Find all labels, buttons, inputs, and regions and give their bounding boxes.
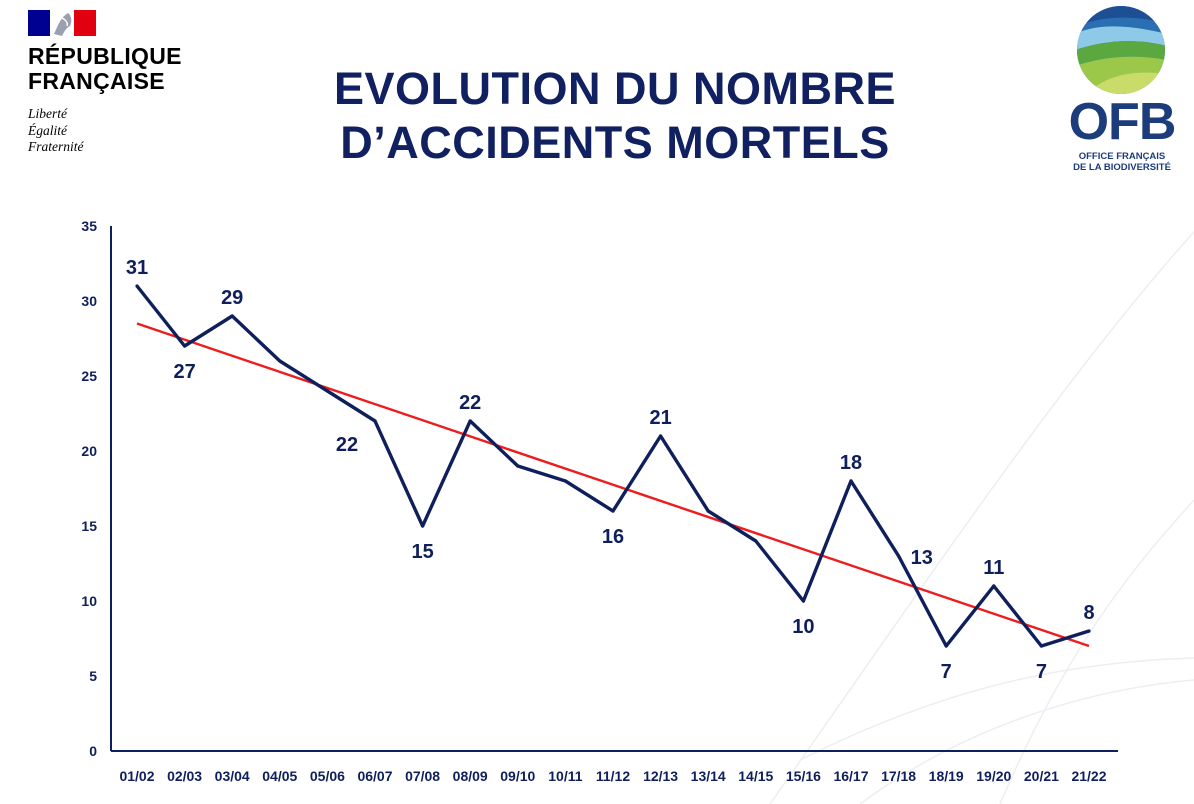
y-tick-label: 15 [81,518,97,534]
x-tick-label: 04/05 [262,768,297,784]
data-point [754,539,758,543]
data-point [1087,629,1091,633]
data-point [659,434,663,438]
y-tick-label: 30 [81,293,97,309]
series-line [135,284,1090,648]
data-label: 22 [336,434,358,456]
data-point [706,509,710,513]
data-point [183,344,187,348]
data-point [897,554,901,558]
x-tick-label: 06/07 [357,768,392,784]
data-label: 8 [1083,602,1094,624]
y-tick-label: 0 [89,743,97,759]
x-tick-label: 16/17 [833,768,868,784]
ofb-subtitle: OFFICE FRANÇAIS DE LA BIODIVERSITÉ [1073,151,1171,173]
data-point [230,314,234,318]
y-tick-label: 20 [81,443,97,459]
data-point [944,644,948,648]
x-tick-label: 11/12 [596,768,630,784]
republique-francaise-logo: RÉPUBLIQUE FRANÇAISE Liberté Égalité Fra… [28,10,218,160]
republique-francaise-name: RÉPUBLIQUE FRANÇAISE [28,43,182,94]
data-point [563,479,568,483]
x-tick-label: 21/22 [1071,768,1106,784]
y-tick-label: 5 [89,668,97,684]
x-tick-label: 08/09 [453,768,488,784]
x-tick-label: 13/14 [691,768,726,784]
data-label: 7 [1036,661,1047,683]
x-tick-label: 03/04 [215,768,250,784]
data-label: 18 [840,452,862,474]
data-point [849,479,853,483]
data-label: 10 [792,616,814,638]
data-point [611,509,615,513]
data-label: 22 [459,392,481,414]
data-label: 15 [411,541,433,563]
data-point [373,419,377,423]
data-label: 16 [602,526,624,548]
x-tick-label: 12/13 [643,768,678,784]
data-label: 7 [941,661,952,683]
y-tick-label: 25 [81,368,97,384]
data-point [278,359,282,363]
x-tick-label: 05/06 [310,768,345,784]
trend-line [136,322,1090,648]
data-point [468,419,472,423]
data-point [801,599,806,603]
y-tick-label: 10 [81,593,97,609]
data-label: 31 [126,257,148,279]
ofb-landscape-emblem-icon [1077,6,1165,94]
x-tick-label: 09/10 [500,768,535,784]
data-point [1039,644,1043,648]
data-label: 29 [221,287,243,309]
marianne-flag-icon [28,10,96,36]
data-label: 27 [173,361,195,383]
data-point [135,284,139,288]
x-tick-label: 15/16 [786,768,821,784]
x-tick-label: 20/21 [1024,768,1059,784]
x-tick-label: 10/11 [548,768,582,784]
page-title: EVOLUTION DU NOMBRE D’ACCIDENTS MORTELS [333,63,896,168]
x-tick-label: 07/08 [405,768,440,784]
data-point [992,584,996,588]
x-tick-label: 01/02 [119,768,154,784]
ofb-logo: OFB OFFICE FRANÇAIS DE LA BIODIVERSITÉ [1052,4,1192,174]
x-tick-label: 19/20 [976,768,1011,784]
data-label: 13 [911,547,933,569]
y-tick-label: 35 [81,218,97,234]
data-label: 11 [983,557,1004,579]
republique-motto: Liberté Égalité Fraternité [28,106,84,154]
x-tick-label: 18/19 [929,768,964,784]
background-arcs [769,231,1194,804]
data-point [325,389,329,393]
ofb-logo-text: OFB [1068,93,1177,151]
data-point [516,464,520,468]
x-tick-label: 14/15 [738,768,773,784]
x-tick-label: 17/18 [881,768,916,784]
data-label: 21 [649,407,671,429]
data-point [421,524,425,528]
x-tick-label: 02/03 [167,768,202,784]
